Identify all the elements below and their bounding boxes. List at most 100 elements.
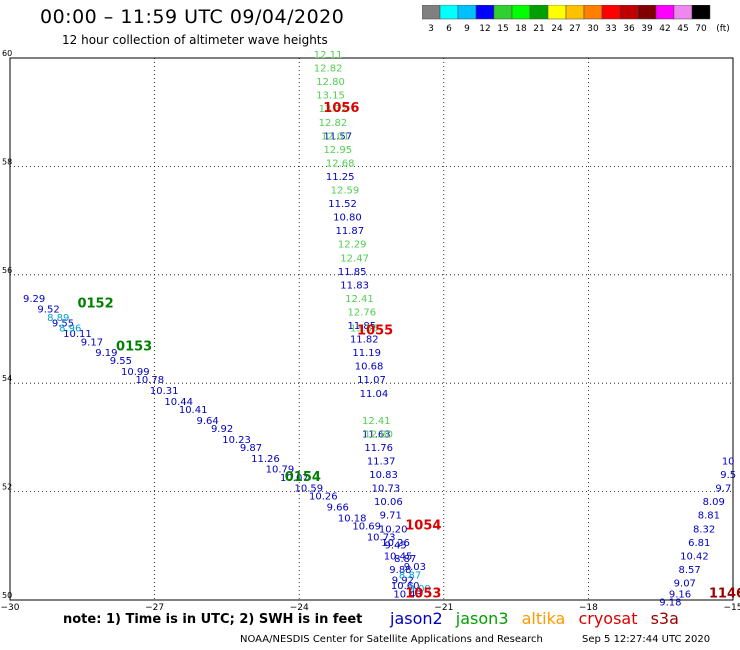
swh-value-label: 12.01 [321,131,350,142]
scale-swatch [691,5,711,20]
swh-value-label: 9.52 [37,305,59,316]
scale-label: (ft) [716,24,730,34]
swh-value-label: 11.63 [362,429,391,440]
swh-value-label: 11.19 [352,348,381,359]
pass-number-label: 1146 [709,586,740,601]
scale-label: 39 [641,24,653,34]
swh-value-label: 13.15 [316,91,345,102]
swh-value-label: 10.80 [333,213,362,224]
scale-label: 18 [515,24,527,34]
footer-timestamp: Sep 5 12:27:44 UTC 2020 [582,634,711,645]
scale-label: 45 [677,24,688,34]
swh-value-label: 12.82 [314,64,343,75]
swh-value-label: 9.07 [674,578,696,589]
plot-frame [9,57,734,601]
swh-value-label: 8.87 [394,554,416,565]
swh-value-label: 9.92 [211,424,233,435]
pass-number-label: 1056 [323,101,359,116]
swh-value-label: 12.82 [319,118,348,129]
swh-value-label: 9.64 [196,416,218,427]
chart-title: 00:00 – 11:59 UTC 09/04/2020 [40,6,345,28]
legend-item-altika: altika [521,609,566,628]
swh-value-label: 12.47 [340,253,369,264]
swh-value-label: 10.23 [222,435,251,446]
swh-value-label: 10.11 [63,329,92,340]
y-tick-label: 54 [2,374,12,383]
swh-value-label: 9.16 [669,589,691,600]
swh-value-label: 11.87 [335,226,364,237]
swh-value-label: 11.04 [360,389,389,400]
swh-value-label: 11.85 [348,321,377,332]
swh-value-label: 11.25 [326,172,355,183]
swh-value-label: 10.60 [391,581,420,592]
swh-value-label: 10.26 [381,538,410,549]
x-tick-label: −24 [290,603,309,613]
swh-value-label: 10.20 [379,524,408,535]
scale-label: 42 [659,24,670,34]
scale-label: 24 [551,24,563,34]
swh-value-label: 10.42 [680,551,709,562]
swh-value-label: 12.68 [326,158,355,169]
y-tick-label: 60 [2,49,12,58]
swh-value-label: 8.87 [399,570,421,581]
swh-value-label: 10.73 [367,532,396,543]
swh-value-label: 12.41 [345,294,374,305]
swh-value-label: 8.89 [47,313,69,324]
swh-value-label: 12.80 [364,429,393,440]
swh-value-label: 10.43 [393,589,422,600]
swh-value-label: 11.52 [328,199,357,210]
swh-value-label: 11.82 [350,335,379,346]
swh-value-label: 10.79 [266,465,295,476]
swh-value-label: 9.5 [720,470,736,481]
scale-label: 33 [605,24,616,34]
swh-value-label: 12.80 [316,77,345,88]
swh-value-label: 11.83 [340,280,369,291]
pass-number-label: 0154 [285,470,321,485]
legend-item-jason2: jason2 [390,609,443,628]
legend: jason2 jason3 altika cryosat s3a [390,609,687,628]
pass-number-label: 1053 [405,586,441,601]
swh-value-label: 12.11 [314,50,343,61]
swh-value-label: 10.07 [280,473,309,484]
y-tick-label: 52 [2,483,12,492]
scale-label: 6 [446,24,452,34]
swh-value-label: 10.59 [295,484,324,495]
swh-value-label: 10.83 [369,470,398,481]
x-tick-label: −27 [145,603,164,613]
y-tick-label: 58 [2,157,12,166]
scale-label: 21 [533,24,544,34]
swh-value-label: 11.07 [357,375,386,386]
swh-value-label: 11.37 [367,457,396,468]
swh-value-label: 13.32 [319,104,348,115]
swh-value-label: 9.7 [715,484,731,495]
x-tick-label: −15 [724,603,740,613]
swh-value-label: 8.09 [703,497,725,508]
swh-value-label: 9.03 [404,562,426,573]
legend-item-s3a: s3a [650,609,679,628]
scale-label: 12 [479,24,490,34]
swh-value-label: 12.29 [338,240,367,251]
swh-value-label: 9.66 [327,503,349,514]
swh-value-label: 6.81 [688,538,710,549]
pass-number-label: 1054 [405,519,441,534]
swh-value-label: 12.76 [348,307,377,318]
pass-number-label: 0152 [77,296,113,311]
swh-value-label: 10.26 [309,492,338,503]
swh-value-label: 12.59 [331,186,360,197]
x-tick-label: −18 [579,603,598,613]
swh-value-label: 10.73 [372,484,401,495]
swh-value-label: 11.26 [251,454,280,465]
y-tick-label: 56 [2,266,12,275]
swh-value-label: 10.44 [164,397,193,408]
swh-value-label: 12.95 [323,145,352,156]
scale-label: 36 [623,24,635,34]
swh-value-label: 10.69 [352,522,381,533]
swh-value-label: 9.71 [380,511,402,522]
x-tick-label: −21 [434,603,453,613]
pass-number-label: 1055 [357,323,393,338]
scale-label: 3 [428,24,434,34]
swh-value-label: 8.81 [698,511,720,522]
swh-value-label: 11.85 [338,267,367,278]
scale-label: 70 [695,24,707,34]
